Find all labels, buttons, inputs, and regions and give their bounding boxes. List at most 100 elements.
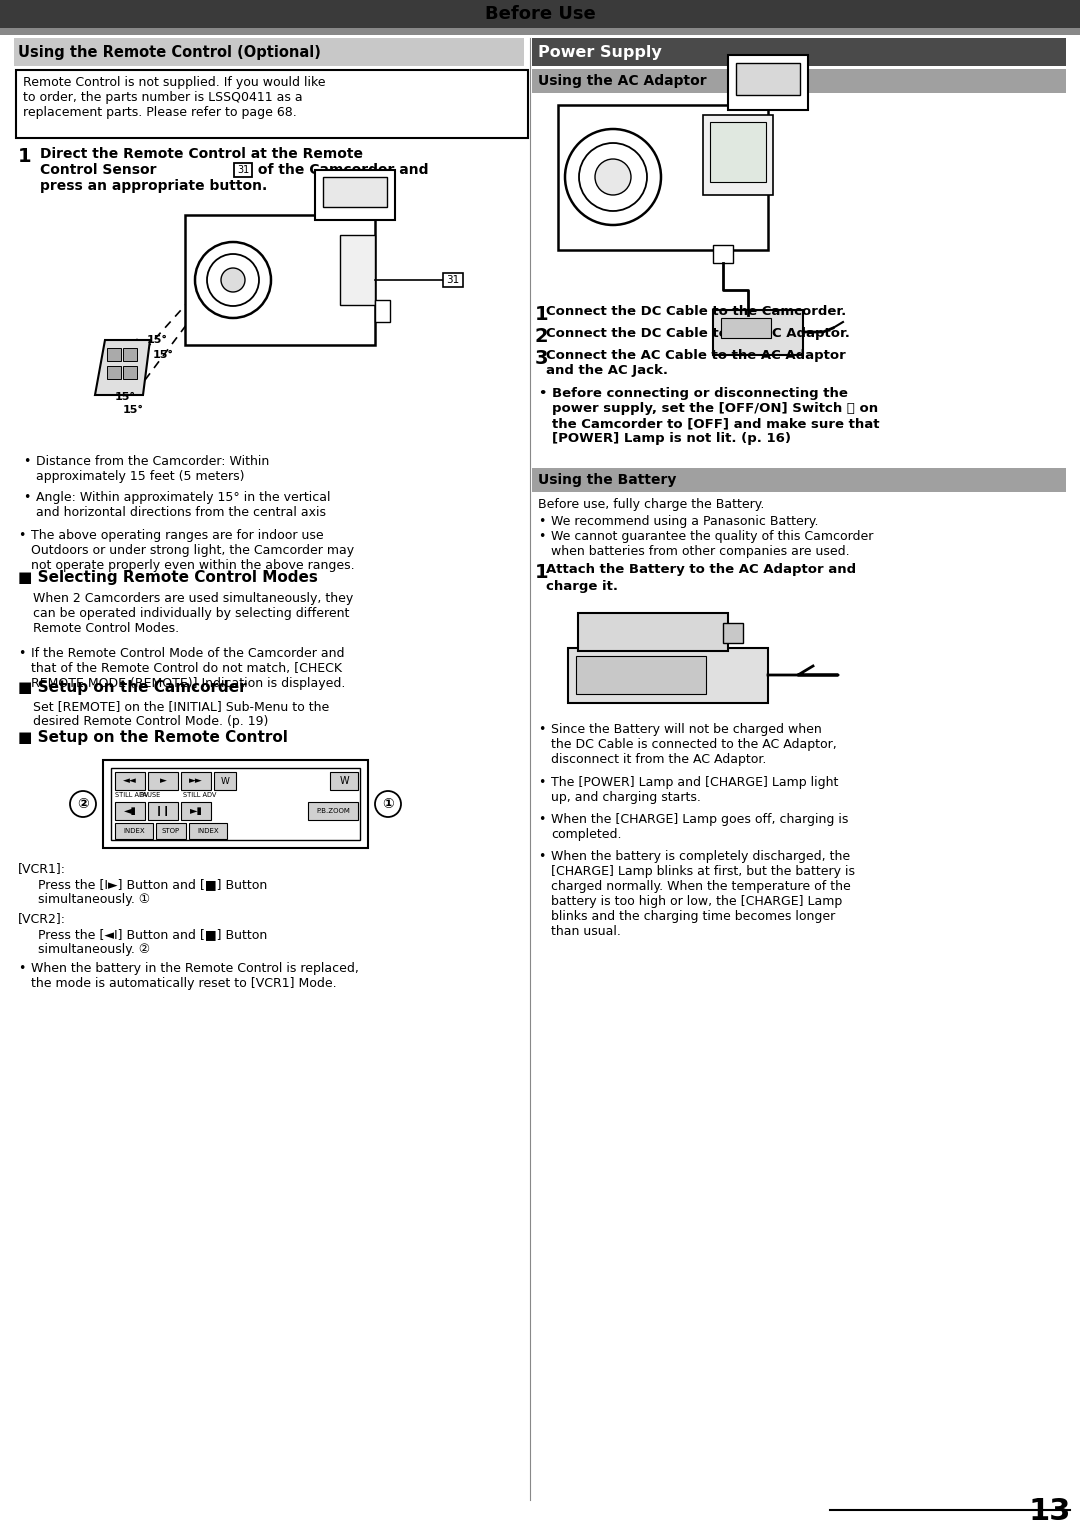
Bar — [723, 624, 743, 643]
Text: We recommend using a Panasonic Battery.: We recommend using a Panasonic Battery. — [551, 515, 819, 529]
Bar — [735, 63, 800, 95]
Text: 1: 1 — [535, 305, 549, 323]
Bar — [0, 0, 1080, 28]
Bar — [103, 760, 368, 849]
Text: ■ Setup on the Remote Control: ■ Setup on the Remote Control — [18, 731, 288, 745]
Text: We cannot guarantee the quality of this Camcorder
when batteries from other comp: We cannot guarantee the quality of this … — [551, 530, 874, 558]
Circle shape — [595, 159, 631, 195]
Text: Using the Remote Control (Optional): Using the Remote Control (Optional) — [18, 44, 321, 60]
Bar — [123, 366, 137, 378]
Bar — [703, 115, 773, 195]
Text: •: • — [538, 777, 545, 789]
Text: •: • — [23, 490, 30, 504]
Text: ②: ② — [77, 797, 89, 810]
Text: ◄◄: ◄◄ — [123, 777, 137, 786]
Bar — [578, 613, 728, 651]
Bar — [443, 273, 463, 286]
Text: Using the AC Adaptor: Using the AC Adaptor — [538, 74, 706, 87]
Bar — [234, 162, 252, 178]
Text: The [POWER] Lamp and [CHARGE] Lamp light
up, and charging starts.: The [POWER] Lamp and [CHARGE] Lamp light… — [551, 777, 838, 804]
Text: 2: 2 — [535, 326, 549, 346]
Bar — [14, 38, 524, 66]
Text: 31: 31 — [237, 165, 249, 175]
Text: 15°: 15° — [147, 336, 168, 345]
Text: 3: 3 — [535, 349, 549, 368]
Text: 15°: 15° — [123, 404, 144, 415]
Text: 15°: 15° — [153, 349, 174, 360]
Text: Attach the Battery to the AC Adaptor and: Attach the Battery to the AC Adaptor and — [546, 562, 856, 576]
Bar — [532, 38, 1066, 66]
Text: press an appropriate button.: press an appropriate button. — [40, 179, 267, 193]
Bar — [123, 348, 137, 362]
Text: STILL ADV: STILL ADV — [114, 792, 148, 798]
Text: simultaneously. ①: simultaneously. ① — [38, 893, 150, 905]
Text: Angle: Within approximately 15° in the vertical
and horizontal directions from t: Angle: Within approximately 15° in the v… — [36, 490, 330, 519]
Text: W: W — [339, 777, 349, 786]
Text: ►►: ►► — [189, 777, 203, 786]
Bar — [16, 70, 528, 138]
Text: [VCR1]:: [VCR1]: — [18, 863, 66, 875]
Circle shape — [221, 268, 245, 293]
Text: of the Camcorder and: of the Camcorder and — [253, 162, 429, 178]
Bar — [721, 319, 771, 339]
Text: •: • — [18, 647, 25, 660]
Text: •: • — [23, 455, 30, 467]
Text: 15°: 15° — [114, 392, 136, 401]
Bar — [111, 768, 360, 840]
Text: •: • — [18, 529, 25, 542]
Text: 31: 31 — [446, 276, 460, 285]
Bar — [114, 772, 145, 791]
Text: Power Supply: Power Supply — [538, 44, 662, 60]
Bar — [323, 178, 387, 207]
Text: ►: ► — [160, 777, 166, 786]
Polygon shape — [95, 340, 150, 395]
Bar — [710, 123, 766, 182]
Bar — [532, 69, 1066, 93]
Text: The above operating ranges are for indoor use
Outdoors or under strong light, th: The above operating ranges are for indoo… — [31, 529, 354, 571]
Text: P.B.ZOOM: P.B.ZOOM — [316, 807, 350, 813]
Text: •: • — [18, 962, 25, 974]
Bar — [185, 214, 375, 345]
Text: ■ Setup on the Camcorder: ■ Setup on the Camcorder — [18, 680, 246, 696]
Bar — [340, 234, 375, 305]
Text: Distance from the Camcorder: Within
approximately 15 feet (5 meters): Distance from the Camcorder: Within appr… — [36, 455, 269, 483]
Bar — [148, 772, 178, 791]
Bar — [107, 348, 121, 362]
Text: Set [REMOTE] on the [INITIAL] Sub-Menu to the
desired Remote Control Mode. (p. 1: Set [REMOTE] on the [INITIAL] Sub-Menu t… — [33, 700, 329, 728]
Text: 1: 1 — [18, 147, 31, 165]
Bar — [181, 772, 211, 791]
Text: 1: 1 — [535, 562, 549, 582]
Text: INDEX: INDEX — [198, 827, 219, 833]
Text: charge it.: charge it. — [546, 581, 618, 593]
Bar — [308, 801, 357, 820]
Bar — [330, 772, 357, 791]
Text: •: • — [538, 723, 545, 735]
Text: Using the Battery: Using the Battery — [538, 473, 676, 487]
Bar — [728, 55, 808, 110]
Bar — [532, 467, 1066, 492]
Text: STOP: STOP — [162, 827, 180, 833]
Text: Before connecting or disconnecting the
power supply, set the [OFF/ON] Switch ⓢ o: Before connecting or disconnecting the p… — [552, 388, 879, 444]
Text: Before Use: Before Use — [485, 5, 595, 23]
Bar — [181, 801, 211, 820]
Text: ■ Selecting Remote Control Modes: ■ Selecting Remote Control Modes — [18, 570, 318, 585]
Bar — [148, 801, 178, 820]
Bar — [576, 656, 706, 694]
Bar — [558, 106, 768, 250]
Text: ◄▮: ◄▮ — [123, 806, 136, 817]
Text: Connect the AC Cable to the AC Adaptor
and the AC Jack.: Connect the AC Cable to the AC Adaptor a… — [546, 349, 846, 377]
Text: ①: ① — [382, 797, 394, 810]
Bar — [713, 245, 733, 264]
Text: If the Remote Control Mode of the Camcorder and
that of the Remote Control do no: If the Remote Control Mode of the Camcor… — [31, 647, 346, 689]
Bar — [189, 823, 227, 840]
Text: Connect the DC Cable to the AC Adaptor.: Connect the DC Cable to the AC Adaptor. — [546, 326, 850, 340]
Text: Since the Battery will not be charged when
the DC Cable is connected to the AC A: Since the Battery will not be charged wh… — [551, 723, 837, 766]
Bar — [568, 648, 768, 703]
Text: •: • — [538, 813, 545, 826]
Text: [VCR2]:: [VCR2]: — [18, 912, 66, 925]
Text: Direct the Remote Control at the Remote
Control Sensor: Direct the Remote Control at the Remote … — [40, 147, 363, 178]
Text: INDEX: INDEX — [123, 827, 145, 833]
Text: ❙❙: ❙❙ — [154, 806, 171, 817]
Text: simultaneously. ②: simultaneously. ② — [38, 944, 150, 956]
Text: PAUSE: PAUSE — [139, 792, 161, 798]
